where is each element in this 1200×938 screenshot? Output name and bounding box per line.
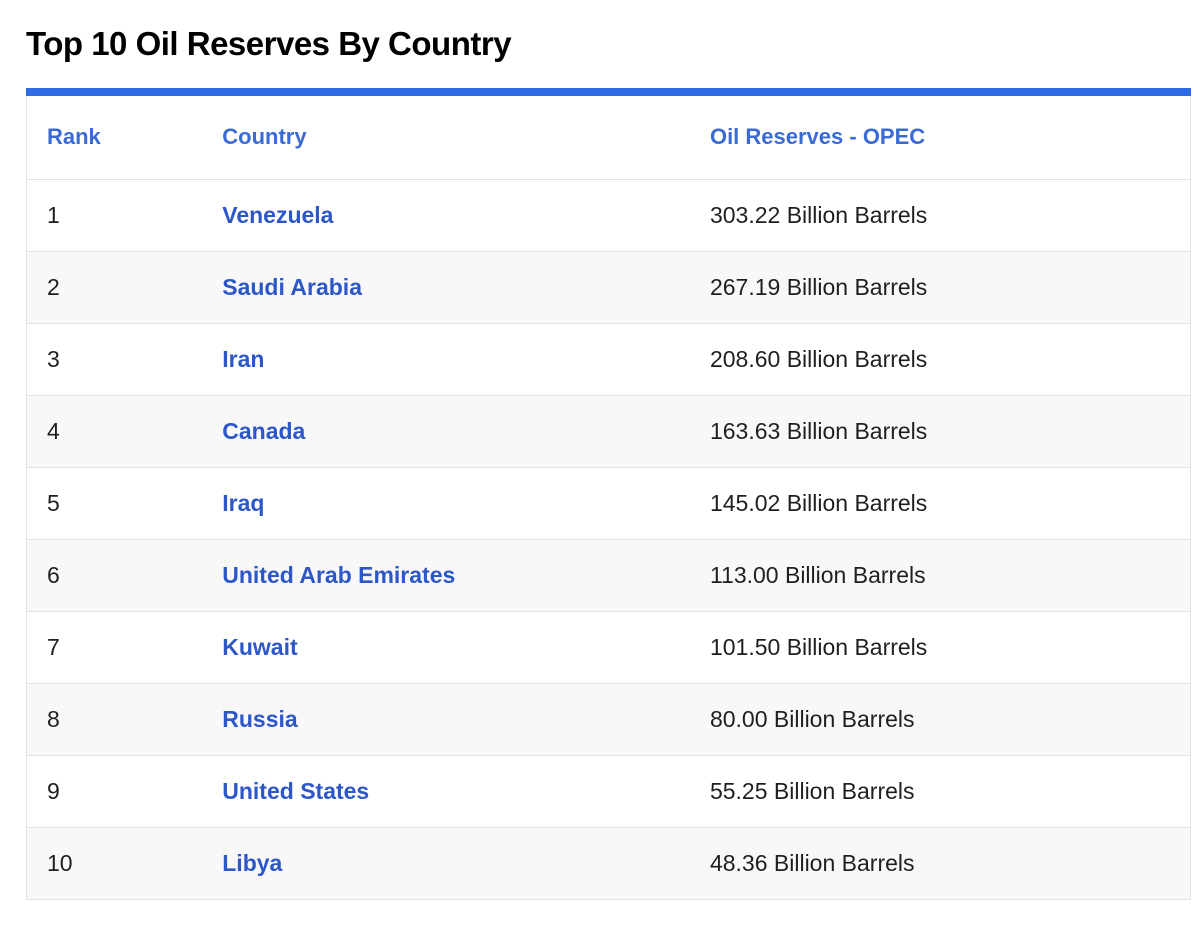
country-link[interactable]: Canada <box>222 417 306 444</box>
table-row: 2 Saudi Arabia 267.19 Billion Barrels <box>26 251 1191 324</box>
oil-reserves-table: Rank Country Oil Reserves - OPEC 1 Venez… <box>26 96 1191 900</box>
rank-cell: 10 <box>26 827 203 900</box>
page-title: Top 10 Oil Reserves By Country <box>26 25 512 62</box>
country-link[interactable]: United States <box>222 777 370 804</box>
reserves-cell: 101.50 Billion Barrels <box>689 611 1191 684</box>
table-row: 3 Iran 208.60 Billion Barrels <box>26 323 1191 396</box>
column-header-rank[interactable]: Rank <box>26 96 203 180</box>
table-row: 4 Canada 163.63 Billion Barrels <box>26 395 1191 468</box>
reserves-cell: 163.63 Billion Barrels <box>689 395 1191 468</box>
country-link[interactable]: Saudi Arabia <box>222 273 362 300</box>
table-row: 5 Iraq 145.02 Billion Barrels <box>26 467 1191 540</box>
country-link[interactable]: Russia <box>222 705 298 732</box>
rank-cell: 9 <box>26 755 203 828</box>
country-link[interactable]: Libya <box>222 849 283 876</box>
column-header-reserves[interactable]: Oil Reserves - OPEC <box>689 96 1191 180</box>
reserves-cell: 145.02 Billion Barrels <box>689 467 1191 540</box>
table-row: 1 Venezuela 303.22 Billion Barrels <box>26 179 1191 252</box>
rank-cell: 3 <box>26 323 203 396</box>
table-row: 8 Russia 80.00 Billion Barrels <box>26 683 1191 756</box>
rank-cell: 6 <box>26 539 203 612</box>
accent-bar <box>26 88 1191 96</box>
reserves-cell: 48.36 Billion Barrels <box>689 827 1191 900</box>
column-header-country[interactable]: Country <box>202 96 690 180</box>
reserves-cell: 303.22 Billion Barrels <box>689 179 1191 252</box>
country-link[interactable]: Iran <box>222 345 265 372</box>
country-link[interactable]: Iraq <box>222 489 265 516</box>
rank-cell: 5 <box>26 467 203 540</box>
table-row: 9 United States 55.25 Billion Barrels <box>26 755 1191 828</box>
rank-cell: 1 <box>26 179 203 252</box>
country-link[interactable]: Venezuela <box>222 201 334 228</box>
reserves-cell: 80.00 Billion Barrels <box>689 683 1191 756</box>
reserves-cell: 208.60 Billion Barrels <box>689 323 1191 396</box>
table-row: 7 Kuwait 101.50 Billion Barrels <box>26 611 1191 684</box>
table-row: 10 Libya 48.36 Billion Barrels <box>26 827 1191 900</box>
reserves-cell: 267.19 Billion Barrels <box>689 251 1191 324</box>
country-link[interactable]: Kuwait <box>222 633 298 660</box>
reserves-cell: 113.00 Billion Barrels <box>689 539 1191 612</box>
reserves-cell: 55.25 Billion Barrels <box>689 755 1191 828</box>
rank-cell: 4 <box>26 395 203 468</box>
table-header-row: Rank Country Oil Reserves - OPEC <box>26 96 1191 180</box>
table-row: 6 United Arab Emirates 113.00 Billion Ba… <box>26 539 1191 612</box>
rank-cell: 7 <box>26 611 203 684</box>
country-link[interactable]: United Arab Emirates <box>222 561 456 588</box>
rank-cell: 8 <box>26 683 203 756</box>
rank-cell: 2 <box>26 251 203 324</box>
